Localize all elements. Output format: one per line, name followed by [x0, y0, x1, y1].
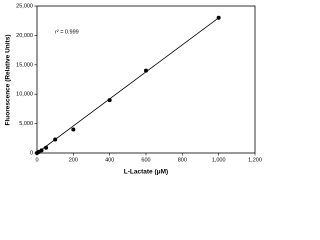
x-tick-label: 0	[35, 157, 38, 163]
point	[144, 68, 148, 73]
y-tick-label: 10,000	[16, 92, 33, 98]
y-tick-label: 15,000	[16, 62, 33, 68]
chart: L-Lactate (μM) Fluorescence (Relative Un…	[5, 3, 262, 176]
y-tick-label: 0	[30, 150, 33, 156]
y-axis-label: Fluorescence (Relative Units)	[5, 34, 12, 125]
point	[39, 148, 44, 153]
x-tick-label: 1,000	[212, 157, 226, 163]
point	[53, 137, 58, 142]
point	[107, 98, 112, 103]
fit-line	[36, 17, 219, 154]
annotation: r² = 0.999	[55, 29, 79, 35]
point	[44, 145, 49, 150]
x-tick-label: 1,200	[248, 157, 262, 163]
x-tick-label: 200	[69, 157, 78, 163]
y-tick-label: 5,000	[19, 121, 33, 127]
plot-frame	[36, 5, 256, 154]
x-tick-label: 600	[141, 157, 150, 163]
y-tick-label: 20,000	[16, 33, 33, 39]
y-tick-label: 25,000	[16, 3, 33, 9]
x-tick-label: 400	[105, 157, 114, 163]
x-axis-label: L-Lactate (μM)	[124, 169, 168, 176]
point	[216, 15, 221, 20]
point	[71, 127, 76, 132]
x-tick-label: 800	[178, 157, 187, 163]
